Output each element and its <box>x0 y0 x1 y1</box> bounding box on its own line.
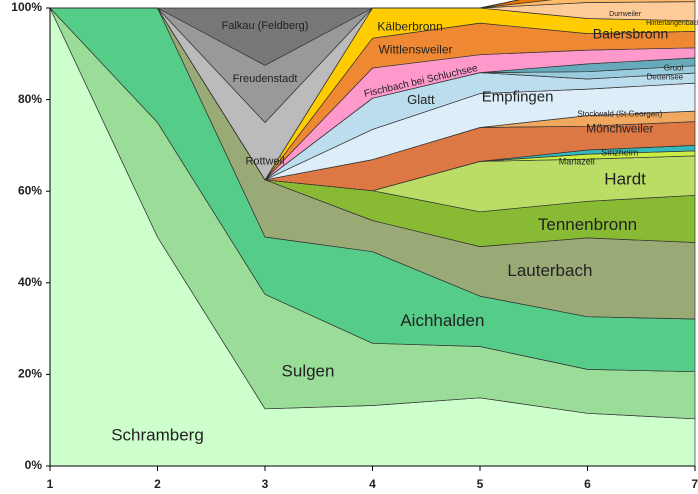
label-sulgen: Sulgen <box>282 362 335 381</box>
x-tick-label: 1 <box>47 477 54 491</box>
label-kalberbronn: Kälberbronn <box>377 19 442 33</box>
label-aichhalden: Aichhalden <box>400 311 484 330</box>
label-rottweil: Rottweil <box>245 155 284 167</box>
label-sinzheim: Sinzheim <box>601 148 638 158</box>
x-tick-label: 6 <box>584 477 591 491</box>
label-glatt: Glatt <box>407 92 435 107</box>
y-tick-label: 0% <box>25 458 43 472</box>
y-tick-label: 100% <box>11 0 42 14</box>
x-tick-label: 3 <box>262 477 269 491</box>
label-hardt: Hardt <box>604 169 646 188</box>
label-mariazell: Mariazell <box>559 157 595 167</box>
y-tick-label: 20% <box>18 367 42 381</box>
y-tick-label: 80% <box>18 92 42 106</box>
area-falkau-feldberg <box>49 0 521 66</box>
label-freudenstadt: Freudenstadt <box>233 73 298 85</box>
label-baiersbronn: Baiersbronn <box>593 25 669 41</box>
x-tick-label: 5 <box>477 477 484 491</box>
label-durrweiler: Durrweiler <box>609 11 642 18</box>
y-tick-label: 60% <box>18 183 42 197</box>
label-falkau-feldberg: Falkau (Feldberg) <box>222 20 309 32</box>
x-tick-label: 4 <box>369 477 376 491</box>
label-hinterlangenbach: Hinterlangenbach <box>646 20 698 27</box>
label-monchweiler: Mönchweiler <box>586 122 653 136</box>
area-layer <box>49 0 696 467</box>
label-tennenbronn: Tennenbronn <box>538 215 637 234</box>
label-wittlensweiler: Wittlensweiler <box>378 42 452 56</box>
x-tick-label: 7 <box>691 477 698 491</box>
label-stockwald-st-georgen: Stockwald (St.Georgen) <box>577 109 662 118</box>
label-lauterbach: Lauterbach <box>507 261 592 280</box>
label-gruol: Gruol <box>664 64 684 73</box>
label-dettensee: Dettensee <box>647 73 684 82</box>
y-tick-label: 40% <box>18 275 42 289</box>
label-schramberg: Schramberg <box>111 426 204 445</box>
axes: 0% 20% 40% 60% 80% 100% 1 2 3 4 5 6 7 <box>11 0 698 491</box>
label-empfingen: Empfingen <box>482 88 554 105</box>
x-tick-label: 2 <box>154 477 161 491</box>
